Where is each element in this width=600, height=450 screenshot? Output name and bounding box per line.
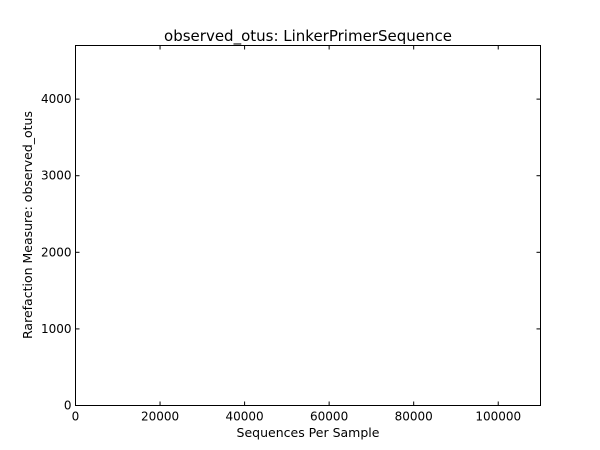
x-tick-label: 0	[72, 410, 80, 424]
x-axis-label: Sequences Per Sample	[237, 425, 380, 440]
y-tick-label: 2000	[41, 245, 72, 259]
x-tick-label: 100000	[475, 410, 521, 424]
axis-ticks: 0 20000 40000 60000 80000 100000 0 1000 2000 3000…	[41, 45, 541, 424]
y-tick-label: 1000	[41, 322, 72, 336]
x-tick-label: 40000	[225, 410, 263, 424]
y-tick-label: 0	[64, 399, 72, 413]
y-axis-label: Rarefaction Measure: observed_otus	[20, 111, 35, 339]
y-tick-label: 3000	[41, 169, 72, 183]
plot-area	[75, 45, 541, 406]
x-tick-label: 20000	[141, 410, 179, 424]
chart-title: observed_otus: LinkerPrimerSequence	[164, 27, 452, 46]
y-tick-label: 4000	[41, 92, 72, 106]
x-tick-label: 60000	[310, 410, 348, 424]
x-tick-label: 80000	[395, 410, 433, 424]
